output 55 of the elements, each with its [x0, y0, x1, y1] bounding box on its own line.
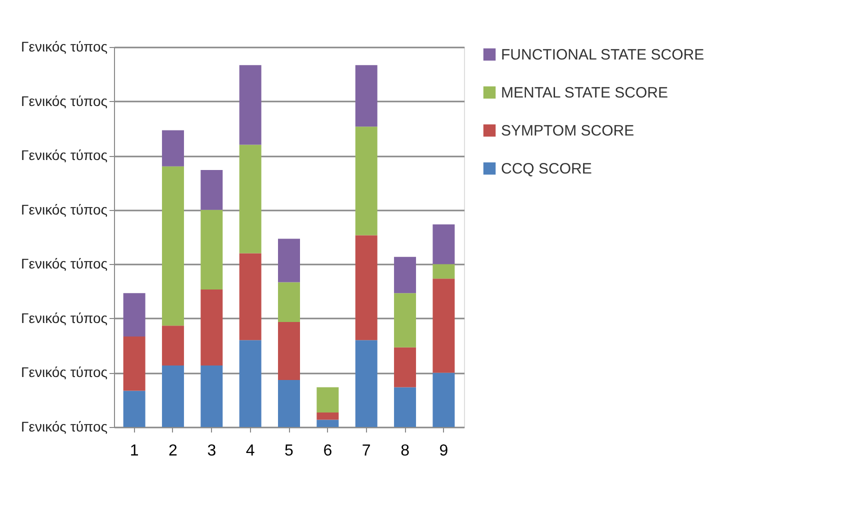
- legend-label: CCQ SCORE: [501, 160, 592, 178]
- bar: [278, 322, 300, 380]
- text: Γενικός τύπος: [21, 147, 108, 164]
- bar: [355, 126, 378, 236]
- x-tick-label: 6: [323, 442, 332, 460]
- x-tick-label: 5: [284, 442, 294, 460]
- bar: [200, 289, 223, 366]
- bar: [394, 347, 416, 388]
- bar: [432, 372, 455, 427]
- x-tick-label: 9: [439, 442, 448, 460]
- bar: [316, 412, 339, 420]
- text: Γενικός τύπος: [21, 201, 108, 218]
- bar: [278, 380, 300, 427]
- bar: [394, 293, 416, 348]
- bar: [123, 293, 146, 337]
- text: Γενικός τύπος: [21, 38, 108, 54]
- bar: [432, 278, 455, 373]
- bar: [162, 130, 184, 166]
- x-tick-label: 1: [130, 442, 139, 460]
- text: Γενικός τύπος: [21, 364, 108, 380]
- bar: [239, 65, 262, 145]
- text: Γενικός τύπος: [21, 92, 108, 109]
- bar: [432, 264, 455, 279]
- bar: [355, 65, 378, 127]
- x-tick-label: 4: [246, 442, 255, 460]
- bar: [278, 238, 300, 282]
- bar: [239, 340, 262, 427]
- bar: [432, 224, 455, 264]
- bar: [200, 210, 223, 290]
- bar: [355, 235, 378, 340]
- bar: [200, 365, 223, 427]
- x-tick-label: 3: [207, 442, 216, 460]
- bar: [394, 387, 416, 427]
- bar: [162, 326, 184, 366]
- text: Γενικός τύπος: [21, 256, 108, 272]
- text: Γενικός τύπος: [21, 418, 108, 434]
- bar: [162, 365, 184, 427]
- bar: [394, 256, 416, 294]
- legend-label: MENTAL STATE SCORE: [501, 84, 668, 102]
- bar: [278, 282, 300, 322]
- legend-label: FUNCTIONAL STATE SCORE: [501, 46, 704, 64]
- bar: [123, 390, 146, 427]
- x-tick-label: 8: [400, 442, 410, 460]
- legend-label: SYMPTOM SCORE: [501, 122, 634, 140]
- x-tick-label: 7: [362, 442, 371, 460]
- bar: [123, 336, 146, 391]
- bar: [239, 253, 262, 340]
- text: Γενικός τύπος: [21, 310, 108, 326]
- bar: [162, 166, 184, 326]
- bar: [200, 170, 223, 210]
- bar: [316, 387, 339, 413]
- bar: [355, 340, 378, 427]
- bar: [316, 420, 339, 427]
- x-tick-label: 2: [168, 442, 178, 460]
- bar: [239, 144, 262, 254]
